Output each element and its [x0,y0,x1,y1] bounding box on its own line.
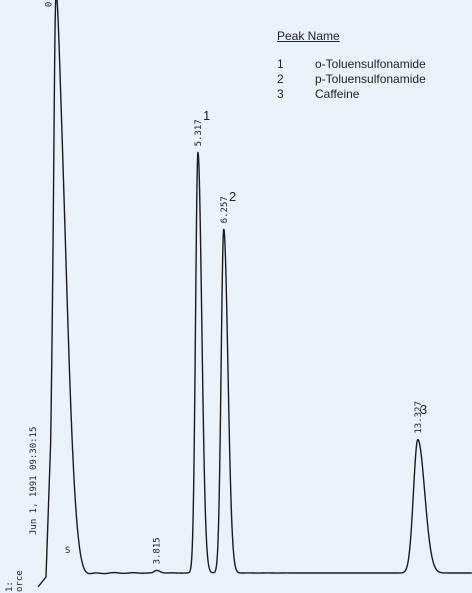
legend-entry: 2 p-Toluensulfonamide [277,72,426,87]
peak-number-label: 2 [229,189,237,204]
legend-entry-number: 3 [277,87,284,101]
peak-number-label: 1 [203,108,211,123]
peak-number-label: 3 [420,402,428,417]
legend: Peak Name 1 o-Toluensulfonamide 2 p-Tolu… [277,29,426,102]
retention-time-label: 13.327 [414,401,424,434]
retention-time-label: 5.317 [194,119,204,146]
retention-time-label: 0.121 [44,0,54,7]
run-info-label: 1: [5,581,15,592]
legend-entry: 3 Caffeine [277,87,426,102]
legend-title: Peak Name [277,29,340,43]
legend-entry-name: p-Toluensulfonamide [315,72,426,86]
retention-time-label: 6.257 [220,196,230,223]
legend-entry-name: o-Toluensulfonamide [315,57,426,71]
solvent-annotation: S [65,546,70,556]
run-info-labels: Jun 1, 1991 09:30:15 1: orce [5,427,39,592]
legend-entry-name: Caffeine [315,87,360,101]
legend-entry-number: 1 [277,57,284,71]
legend-entry-number: 2 [277,72,284,86]
retention-time-label: 3.815 [153,537,163,564]
chromatogram-trace [37,0,472,588]
legend-entry: 1 o-Toluensulfonamide [277,57,426,72]
run-info-label: orce [15,570,25,592]
run-info-label: Jun 1, 1991 09:30:15 [29,427,39,535]
